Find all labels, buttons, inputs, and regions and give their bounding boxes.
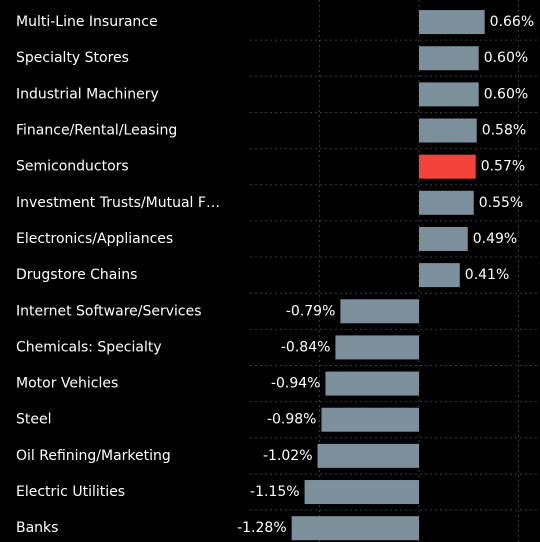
value-label: 0.49% (473, 231, 517, 247)
bar (317, 443, 419, 468)
bar (419, 118, 477, 143)
category-label: Chemicals: Specialty (16, 339, 162, 355)
bar (291, 516, 419, 541)
value-label: 0.60% (484, 86, 528, 102)
value-label: -0.94% (271, 376, 321, 392)
bar (325, 371, 419, 396)
category-label: Steel (16, 412, 52, 428)
value-label: 0.41% (465, 267, 509, 283)
category-label: Investment Trusts/Mutual F… (16, 195, 220, 211)
value-label: 0.57% (481, 159, 525, 175)
category-label: Specialty Stores (16, 50, 129, 66)
value-label: 0.58% (482, 123, 526, 139)
category-label: Drugstore Chains (16, 267, 137, 283)
value-label: -0.84% (281, 339, 331, 355)
bar (304, 480, 419, 505)
bar (321, 407, 419, 432)
value-label: 0.66% (490, 14, 534, 30)
category-label: Internet Software/Services (16, 303, 202, 319)
category-label: Industrial Machinery (16, 86, 159, 102)
bar (419, 82, 479, 107)
category-label: Finance/Rental/Leasing (16, 123, 177, 139)
value-label: -0.79% (286, 303, 336, 319)
category-label: Motor Vehicles (16, 376, 118, 392)
bar (340, 299, 419, 324)
category-label: Banks (16, 520, 58, 536)
category-label: Electric Utilities (16, 484, 125, 500)
value-label: -0.98% (267, 412, 317, 428)
value-label: -1.02% (263, 448, 313, 464)
bar (419, 226, 468, 251)
bar (419, 10, 485, 35)
value-label: 0.55% (479, 195, 523, 211)
bar (335, 335, 419, 360)
category-label: Oil Refining/Marketing (16, 448, 171, 464)
category-label: Multi-Line Insurance (16, 14, 158, 30)
category-label: Semiconductors (16, 159, 129, 175)
value-label: 0.60% (484, 50, 528, 66)
value-label: -1.28% (237, 520, 287, 536)
bar (419, 46, 479, 71)
bar (419, 154, 476, 179)
value-label: -1.15% (250, 484, 300, 500)
bar (419, 263, 460, 288)
bar (419, 190, 474, 215)
category-label: Electronics/Appliances (16, 231, 173, 247)
